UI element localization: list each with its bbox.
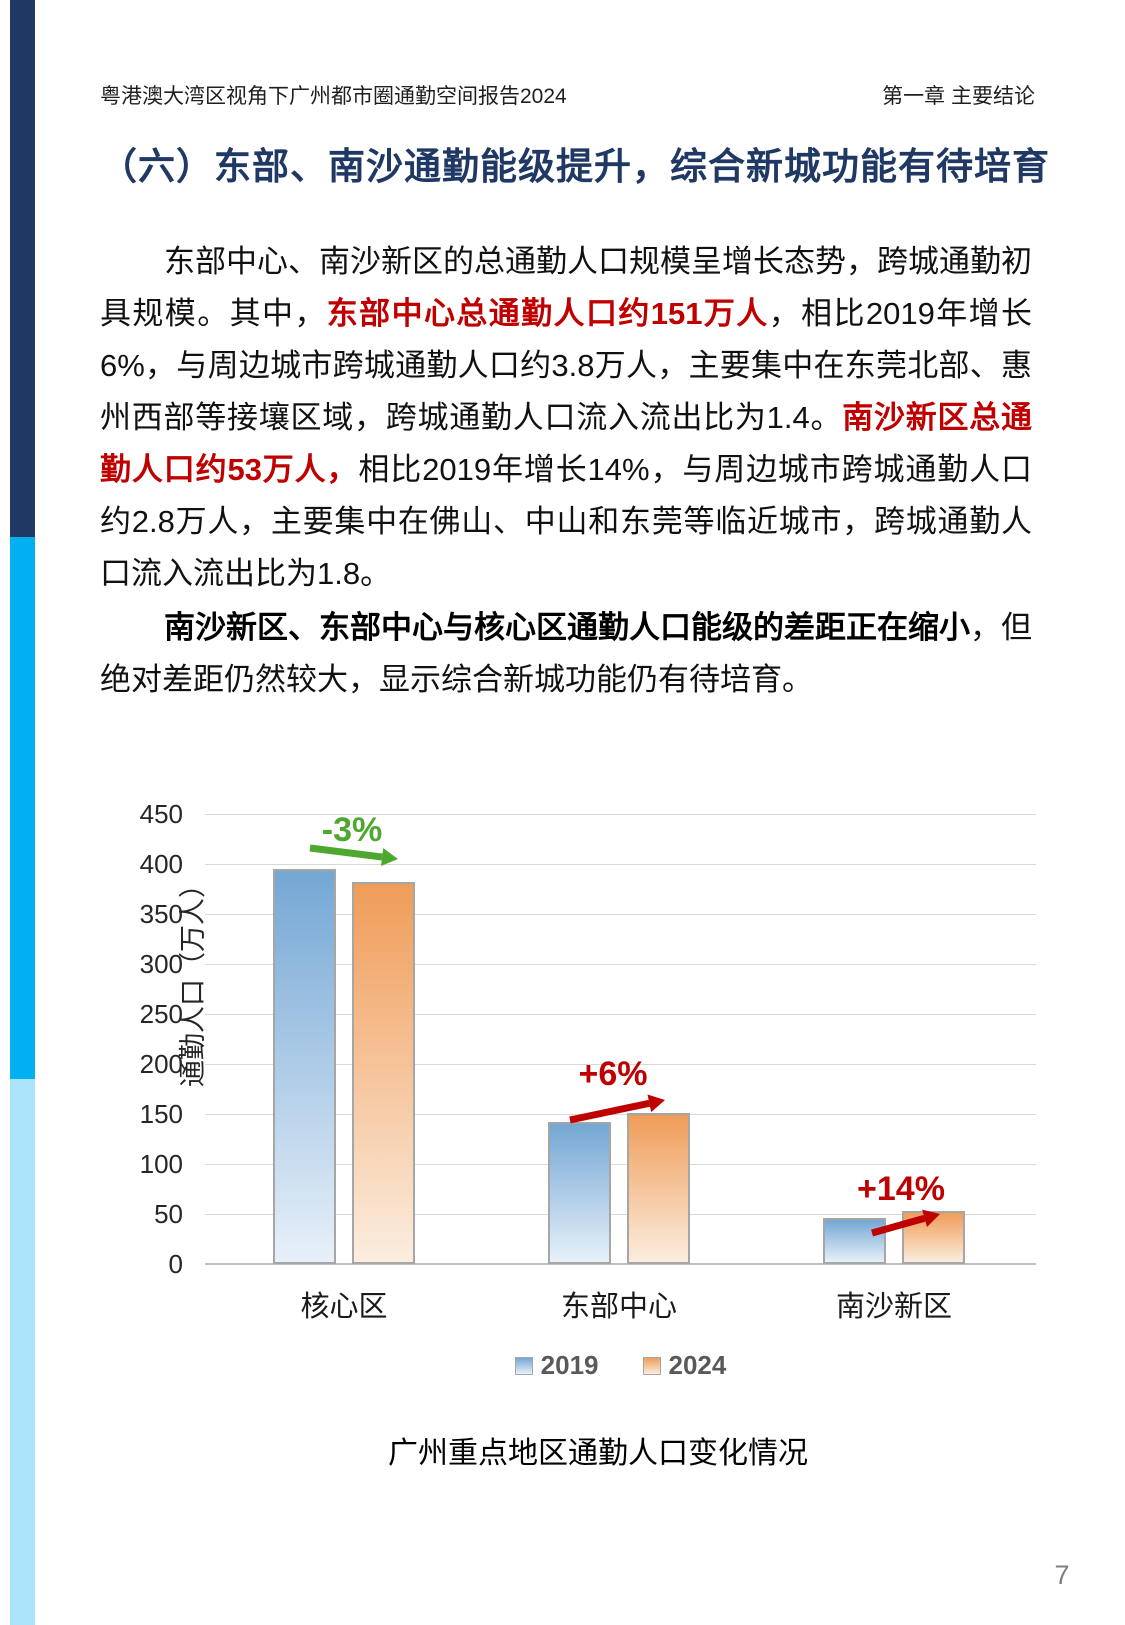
gridline (205, 1214, 1036, 1215)
y-tick-label: 50 (154, 1199, 183, 1229)
x-category-label: 东部中心 (560, 1291, 677, 1323)
y-tick-label: 200 (139, 1049, 183, 1079)
text-run: 东部中心总通勤人口约151万人 (326, 296, 769, 331)
paragraph-1: 东部中心、南沙新区的总通勤人口规模呈增长态势，跨城通勤初具规模。其中，东部中心总… (100, 236, 1032, 600)
x-axis-line (205, 1263, 1036, 1265)
legend-swatch-2019 (514, 1356, 533, 1375)
bar-南沙新区-2019 (823, 1218, 886, 1264)
x-category-label: 核心区 (300, 1291, 388, 1323)
chart-caption: 广州重点地区通勤人口变化情况 (388, 1437, 808, 1470)
text-run: ，相比2019年增长6%，与周边城市跨城通勤人口约3.8万人，主要集中在东莞北部… (100, 296, 1032, 435)
annotation-南沙新区: +14% (857, 1170, 945, 1208)
y-tick-label: 0 (168, 1249, 183, 1279)
page-number: 7 (1054, 1560, 1070, 1590)
text-run: ，但绝对差距仍然较大，显示综合新城功能仍有待培育。 (100, 610, 1032, 697)
text-run: 南沙新区、东部中心与核心区通勤人口能级的差距正在缩小 (164, 610, 970, 645)
gridline (205, 1114, 1036, 1115)
bar-东部中心-2024 (627, 1113, 690, 1264)
gridline (205, 914, 1036, 915)
gridline (205, 1064, 1036, 1065)
y-tick-label: 300 (139, 949, 183, 979)
legend-item-2019: 2019 (514, 1350, 599, 1381)
paragraph-2: 南沙新区、东部中心与核心区通勤人口能级的差距正在缩小，但绝对差距仍然较大，显示综… (100, 602, 1032, 706)
text-run: 东部中心、南沙新区的总通勤人口规模呈增长态势，跨城通勤初具规模。其中， (100, 244, 1032, 331)
y-tick-label: 250 (139, 999, 183, 1029)
legend-item-2024: 2024 (642, 1350, 727, 1381)
legend-label-2019: 2019 (540, 1350, 599, 1380)
trend-arrow (309, 844, 398, 866)
header-chapter: 第一章 主要结论 (882, 85, 1035, 108)
gridline (205, 964, 1036, 965)
text-run: 相比2019年增长14%，与周边城市跨城通勤人口约2.8万人，主要集中在佛山、中… (100, 452, 1032, 591)
sidebar-stripe-bottom (10, 1079, 35, 1625)
gridline (205, 814, 1036, 815)
annotation-东部中心: +6% (578, 1055, 648, 1093)
x-category-label: 南沙新区 (835, 1291, 952, 1323)
y-tick-label: 450 (139, 799, 183, 829)
gridline (205, 1014, 1036, 1015)
text-run: 南沙新区总通勤人口约53万人， (100, 400, 1032, 487)
trend-arrow (871, 1209, 940, 1237)
y-tick-label: 350 (139, 899, 183, 929)
bar-核心区-2024 (352, 882, 415, 1264)
sidebar-stripe-top (10, 0, 35, 537)
sidebar-stripe-middle (10, 537, 35, 1079)
section-title: （六）东部、南沙通勤能级提升，综合新城功能有待培育 (100, 146, 1050, 187)
chart-legend: 2019 2024 (205, 1350, 1036, 1381)
bar-东部中心-2019 (548, 1122, 611, 1264)
trend-arrow (569, 1094, 665, 1124)
gridline (205, 864, 1036, 865)
header-report-title: 粤港澳大湾区视角下广州都市圈通勤空间报告2024 (100, 85, 567, 108)
legend-label-2024: 2024 (668, 1350, 727, 1380)
y-tick-label: 400 (139, 849, 183, 879)
bar-核心区-2019 (273, 869, 336, 1264)
y-tick-label: 100 (139, 1149, 183, 1179)
y-tick-label: 150 (139, 1099, 183, 1129)
body-text: 东部中心、南沙新区的总通勤人口规模呈增长态势，跨城通勤初具规模。其中，东部中心总… (100, 236, 1032, 708)
annotation-核心区: -3% (321, 811, 383, 849)
legend-swatch-2024 (642, 1356, 661, 1375)
gridline (205, 1164, 1036, 1165)
